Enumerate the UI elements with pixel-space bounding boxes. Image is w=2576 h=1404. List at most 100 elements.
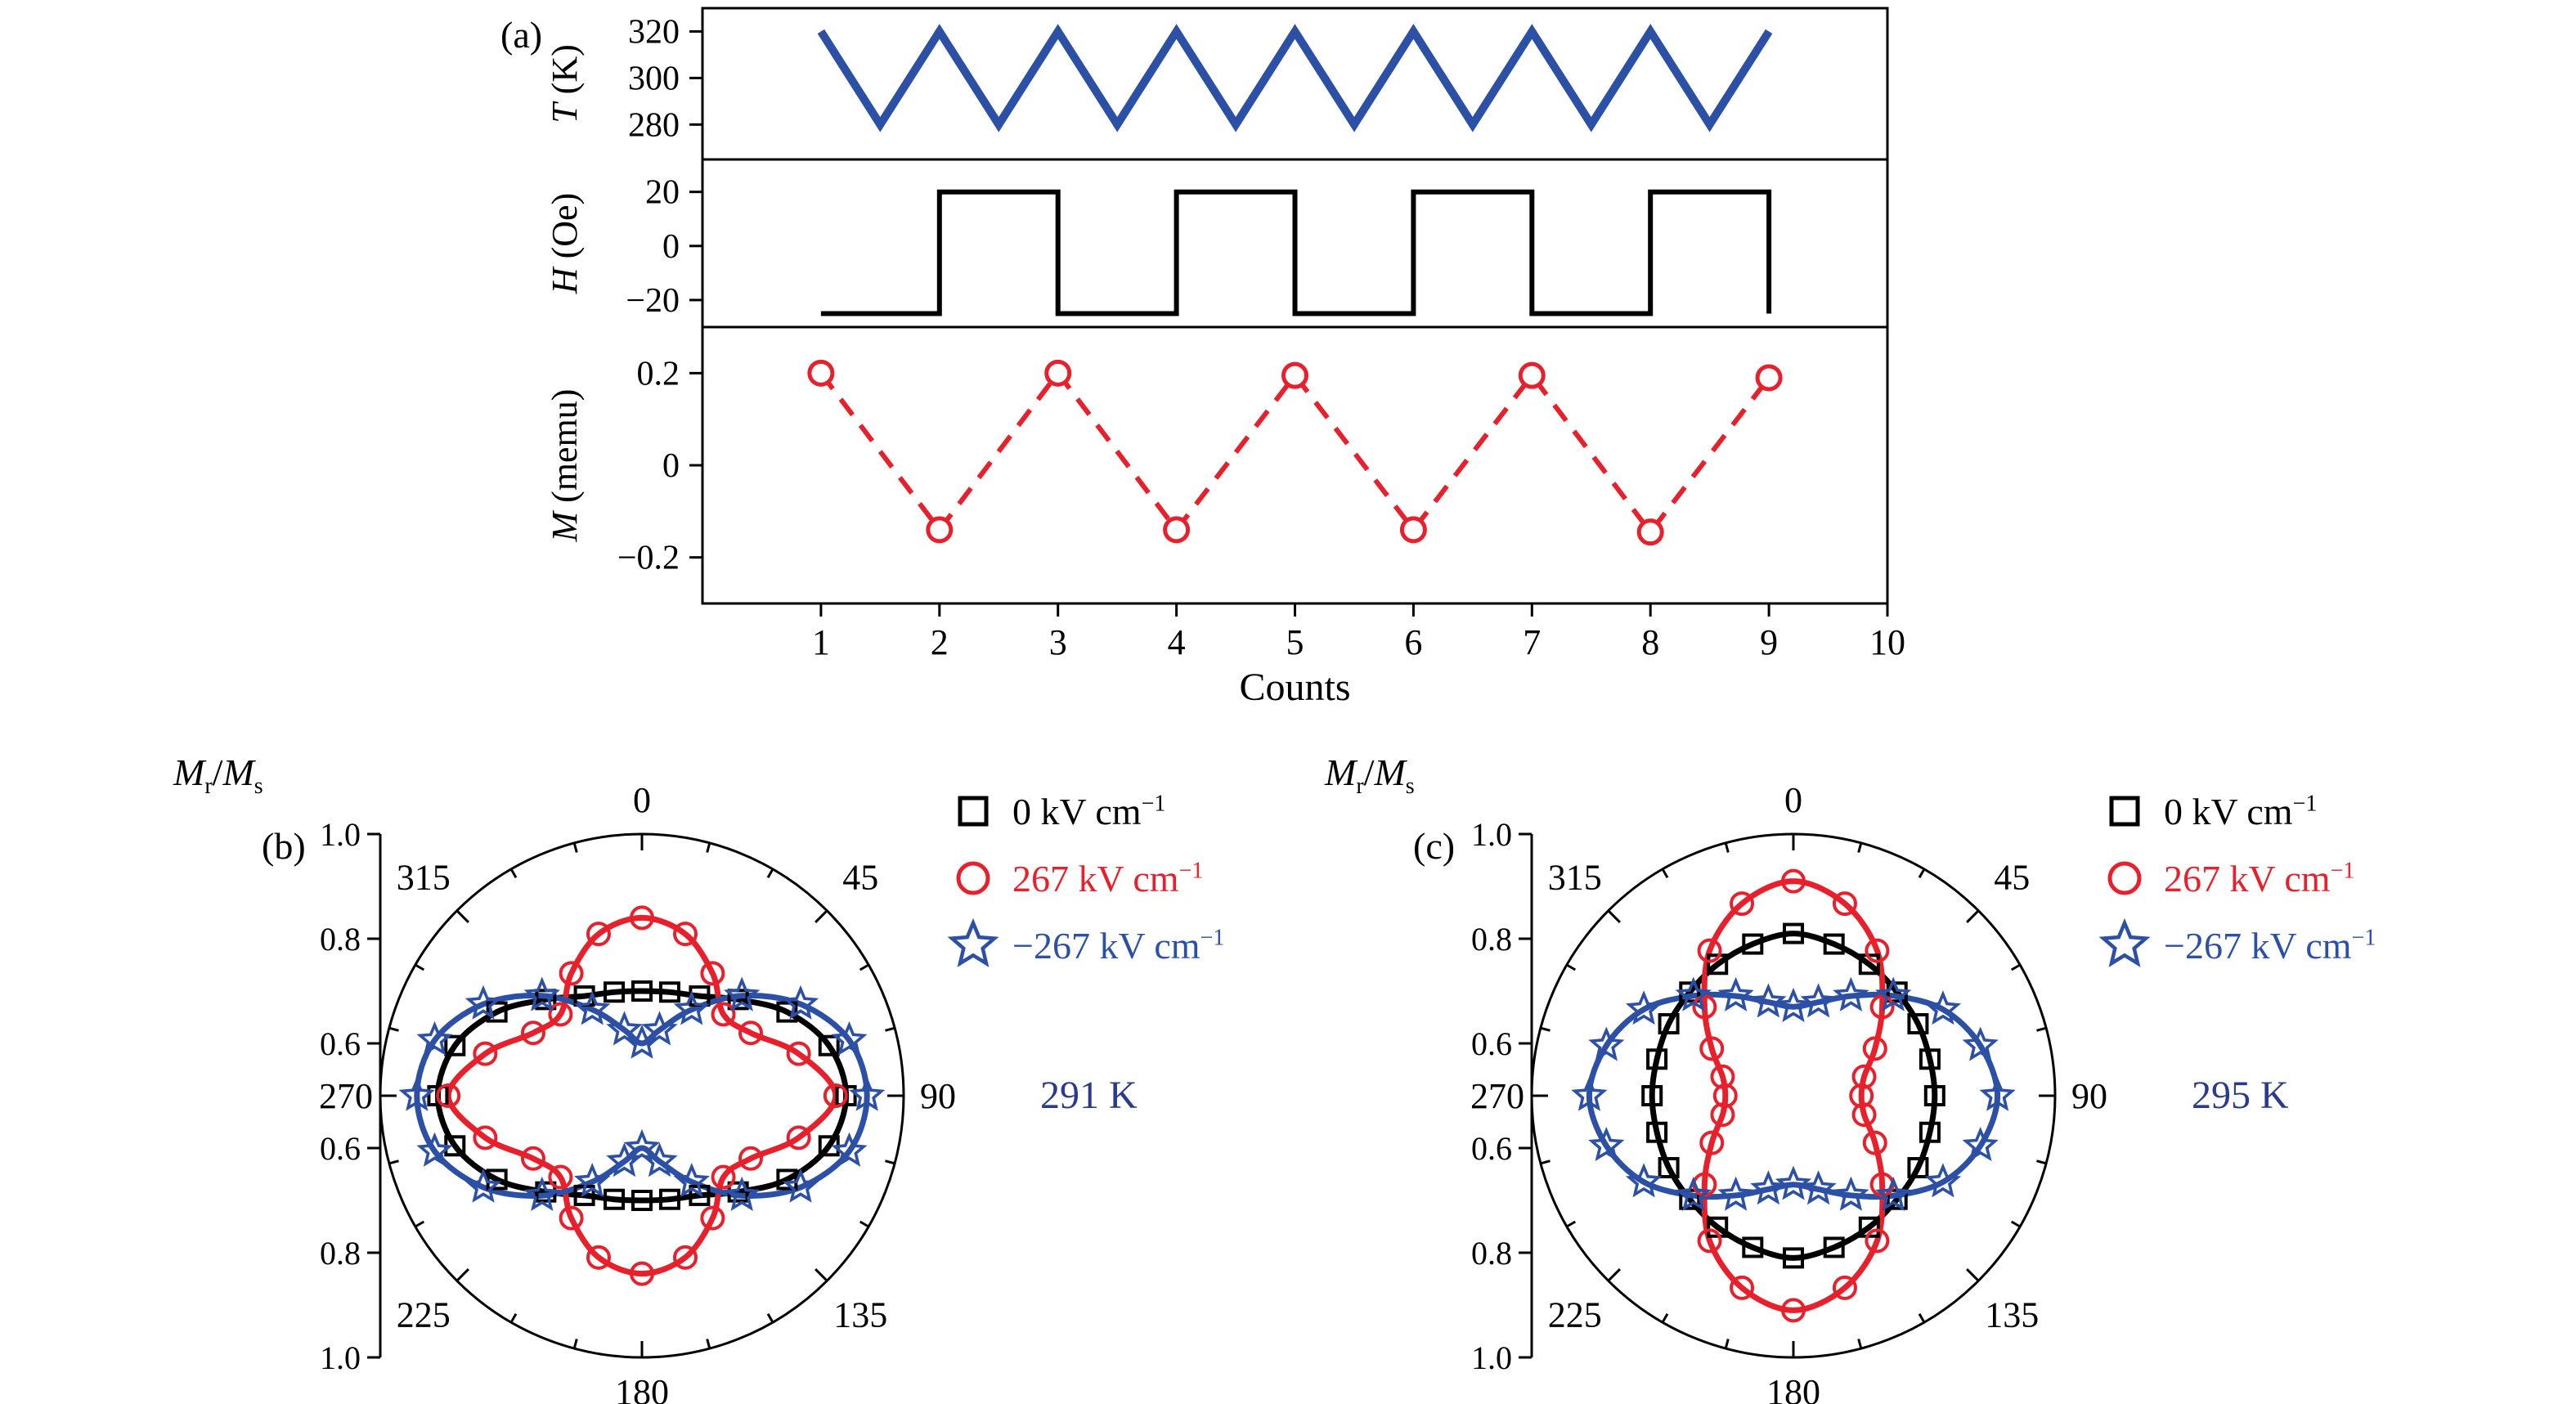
panel-a-chart: 320 300 280 T (K) 20 0 −20 H (Oe) 0.2 0 −0.2 M (mem… — [545, 7, 1905, 709]
x-tick-label: 3 — [1049, 622, 1067, 662]
circle-marker-icon — [473, 1125, 498, 1151]
temperature-label-b: 291 K — [1040, 1074, 1138, 1117]
angle-tick — [1661, 868, 1669, 879]
circle-marker-icon — [956, 861, 990, 895]
angle-tick — [388, 1026, 399, 1032]
circle-marker-icon — [700, 1205, 725, 1231]
moment-point — [1044, 359, 1072, 387]
circle-marker-icon — [1865, 1228, 1890, 1254]
star-marker-icon — [523, 976, 560, 1012]
square-marker-icon — [631, 980, 653, 1002]
y-tick-label: 0 — [662, 228, 680, 266]
legend-item-2: −267 kV cm−1 — [2098, 917, 2376, 968]
radial-tick-label: 1.0 — [1471, 816, 1512, 853]
angle-tick — [1857, 842, 1863, 853]
x-tick-label: 5 — [1286, 622, 1304, 662]
y-tick-label: 0.2 — [637, 355, 680, 392]
temperature-series — [817, 24, 1773, 132]
angle-label: 315 — [397, 858, 451, 898]
square-marker-icon — [1742, 933, 1764, 955]
star-marker-icon — [1979, 1076, 2016, 1111]
square-marker-icon — [658, 1188, 680, 1210]
x-tick-label: 10 — [1869, 622, 1905, 662]
star-marker-icon — [416, 1020, 453, 1056]
circle-marker-icon — [673, 922, 698, 947]
panel-b-label: (b) — [262, 825, 306, 867]
star-marker-icon — [724, 976, 761, 1012]
square-marker-icon — [1658, 1013, 1680, 1034]
angle-tick — [885, 1026, 895, 1032]
polarC-markers-blue — [1571, 976, 2016, 1211]
square-marker-icon — [1923, 1085, 1945, 1106]
radial-tick-label: 1.0 — [320, 1339, 361, 1376]
x-tick-label: 4 — [1168, 622, 1186, 662]
circle-marker-icon — [1692, 994, 1717, 1020]
y-tick-label: 300 — [628, 60, 680, 97]
square-marker-icon — [1658, 1157, 1680, 1178]
star-marker-icon — [724, 1176, 761, 1211]
polarC-curve-red — [1701, 878, 1886, 1313]
moment-point — [1755, 364, 1783, 392]
circle-marker-icon — [1851, 1102, 1877, 1128]
radial-axis-var: M — [222, 751, 254, 793]
star-marker-icon — [416, 1132, 453, 1167]
angle-tick — [859, 1220, 869, 1228]
legend-label: 0 kV cm−1 — [2164, 790, 2318, 832]
star-marker-icon — [1625, 1163, 1663, 1198]
circle-marker-icon — [630, 1261, 654, 1286]
temperature-label-c: 295 K — [2192, 1074, 2289, 1117]
y-axis-title-temperature: T (K) — [545, 44, 585, 123]
x-axis: 1 2 3 4 5 6 7 8 9 10 Counts — [812, 603, 1905, 709]
square-marker-icon — [604, 1188, 626, 1210]
square-marker-icon — [818, 1034, 840, 1056]
star-marker-icon — [1717, 976, 1754, 1012]
angle-label: 90 — [920, 1076, 956, 1116]
y-tick-label: 280 — [628, 106, 680, 144]
angle-tick — [2010, 1220, 2021, 1228]
circle-marker-icon — [1869, 994, 1895, 1020]
angle-tick — [1540, 1160, 1551, 1165]
angle-label: 45 — [1994, 858, 2030, 898]
y-axis-title-moment: M (memu) — [545, 389, 585, 543]
star-marker-icon — [1675, 1176, 1712, 1211]
x-tick-label: 2 — [931, 622, 949, 662]
legend-item-0: 0 kV cm−1 — [2102, 788, 2376, 834]
x-tick-label: 1 — [812, 622, 830, 662]
angle-tick — [388, 1160, 399, 1165]
circle-marker-icon — [559, 1205, 584, 1231]
moment-point — [1518, 361, 1546, 389]
legend-label-exponent: −1 — [1141, 791, 1166, 817]
star-marker-icon — [1962, 1026, 1999, 1061]
legend-label-exponent: −1 — [1200, 925, 1225, 951]
x-tick-label: 6 — [1404, 622, 1422, 662]
circle-marker-icon — [1781, 868, 1806, 894]
angle-tick — [815, 1268, 828, 1282]
legend-item-1: 267 kV cm−1 — [2102, 855, 2376, 901]
circle-marker-icon — [473, 1041, 498, 1066]
square-marker-icon — [1919, 1121, 1941, 1143]
radial-axis-title-b: Mr/Ms — [173, 751, 263, 800]
polar-axes: 0 45 90 135 180 225 270 315 1.0 1.0 0.8 0.8 0.6 0.6 — [319, 780, 956, 1404]
angle-tick — [706, 1339, 711, 1349]
y-tick-label: −20 — [626, 282, 680, 320]
radial-axis-sub-s: s — [254, 774, 263, 800]
angle-tick — [456, 1268, 469, 1282]
star-marker-icon — [623, 1128, 661, 1164]
circle-marker-icon — [786, 1041, 811, 1066]
square-marker-icon — [1823, 1236, 1845, 1258]
moment-point — [1636, 518, 1664, 546]
star-marker-icon — [1875, 976, 1912, 1012]
star-marker-icon — [1800, 983, 1837, 1018]
square-marker-icon — [1783, 922, 1804, 944]
square-marker-icon — [1783, 1247, 1804, 1269]
angle-label: 0 — [1784, 780, 1802, 820]
circle-marker-icon — [2107, 861, 2142, 895]
circle-marker-icon — [1712, 1083, 1738, 1108]
star-marker-icon — [464, 985, 502, 1020]
star-marker-icon — [1750, 983, 1787, 1018]
y-tick-label: 320 — [628, 13, 680, 51]
angle-label: 225 — [1548, 1294, 1602, 1334]
angle-tick — [509, 868, 518, 879]
radial-axis-separator: / — [212, 751, 223, 793]
